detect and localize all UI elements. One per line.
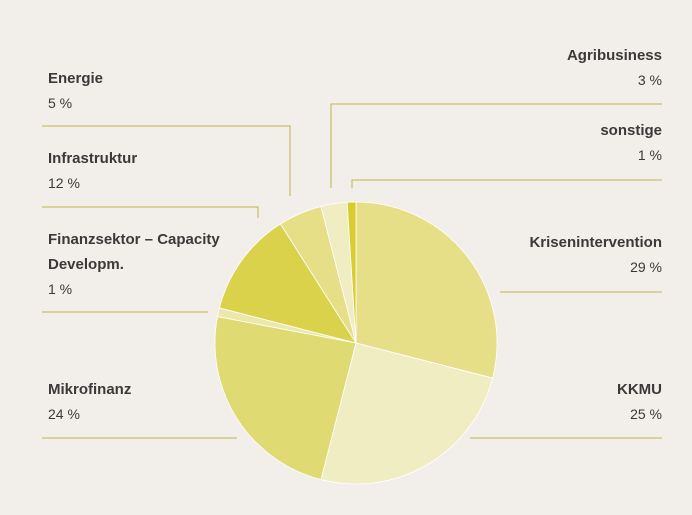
pie-slice bbox=[320, 342, 494, 485]
category-name: Krisenintervention bbox=[529, 234, 662, 251]
value-label: 25 % bbox=[630, 406, 662, 422]
leader-line bbox=[42, 206, 259, 218]
value-label: 5 % bbox=[48, 95, 73, 111]
category-name: Energie bbox=[48, 70, 104, 87]
slice-label: Finanzsektor – Capacity Developm. 1 % bbox=[48, 227, 220, 302]
value-label: 29 % bbox=[630, 259, 662, 275]
leader-line bbox=[351, 179, 662, 188]
pie-slice bbox=[355, 201, 498, 379]
slice-label: Agribusiness 3 % bbox=[462, 43, 662, 93]
slice-label: Mikrofinanz 24 % bbox=[48, 377, 220, 427]
slice-label: KKMU 25 % bbox=[462, 377, 662, 427]
category-name: Infrastruktur bbox=[48, 150, 138, 167]
leader-line bbox=[330, 103, 662, 188]
slice-label: Krisenintervention 29 % bbox=[462, 230, 662, 280]
pie-slice bbox=[214, 316, 357, 481]
category-name: Agribusiness bbox=[566, 47, 662, 64]
value-label: 1 % bbox=[48, 281, 73, 297]
value-label: 12 % bbox=[48, 175, 80, 191]
slices bbox=[214, 201, 498, 485]
value-label: 1 % bbox=[637, 147, 662, 163]
pie-slice bbox=[346, 201, 357, 344]
category-name: Finanzsektor – Capacity Developm. bbox=[48, 231, 220, 273]
slice-label: sonstige 1 % bbox=[462, 118, 662, 168]
pie-slice bbox=[218, 223, 357, 344]
category-name: KKMU bbox=[617, 381, 662, 398]
category-name: sonstige bbox=[600, 122, 662, 139]
slice-label: Energie 5 % bbox=[48, 66, 220, 116]
value-label: 3 % bbox=[637, 72, 662, 88]
slice-label: Infrastruktur 12 % bbox=[48, 146, 220, 196]
leader-lines bbox=[42, 103, 662, 439]
category-name: Mikrofinanz bbox=[48, 381, 132, 398]
value-label: 24 % bbox=[48, 406, 80, 422]
leader-line bbox=[42, 125, 291, 196]
